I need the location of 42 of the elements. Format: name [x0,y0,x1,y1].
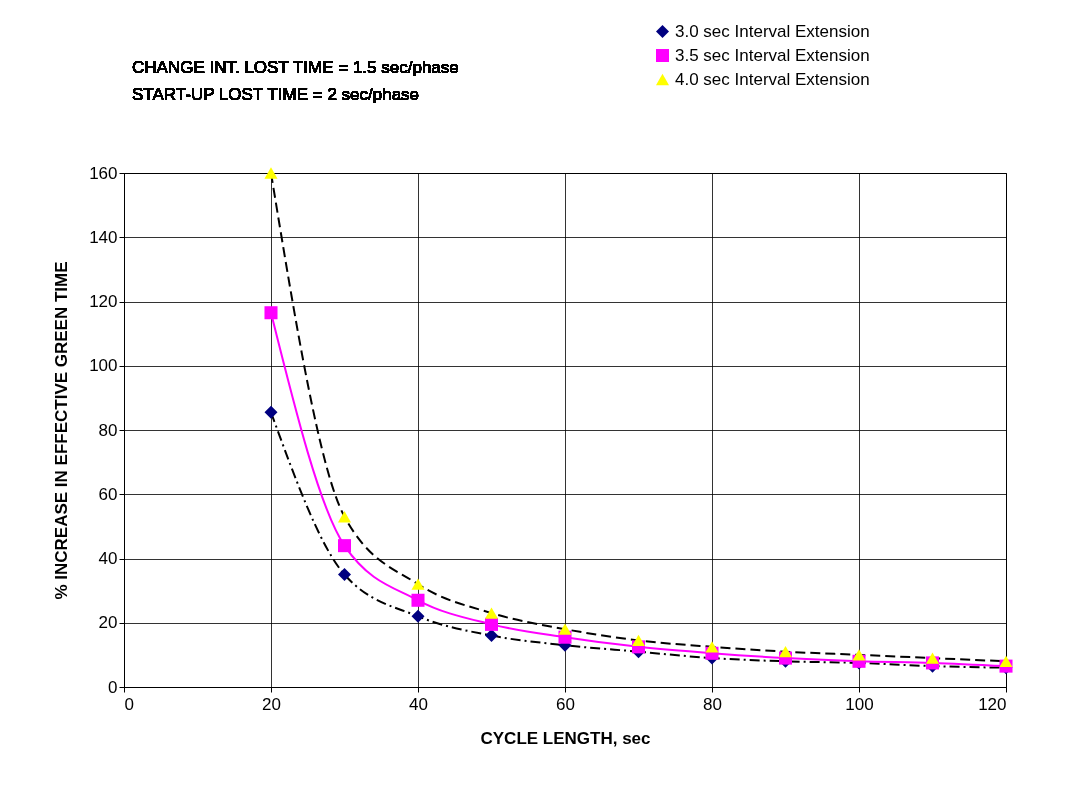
legend-label: 3.0 sec Interval Extension [675,21,870,41]
point [999,655,1013,667]
x-tick-label: 60 [556,694,575,714]
point [705,641,719,653]
legend-label: 3.5 sec Interval Extension [675,45,870,65]
text: START-UP LOST TIME = 2 sec/phase [132,85,420,104]
point [411,609,425,623]
point [264,405,278,419]
y-tick-label: 40 [98,549,118,568]
point [337,539,352,553]
text: CHANGE INT. LOST TIME = 1.5 sec/phase [132,58,459,77]
x-tick-label: 120 [978,694,1007,714]
x-tick-label: 100 [845,694,874,714]
point [484,629,499,643]
point [631,634,646,647]
x-axis-title: CYCLE LENGTH, sec [480,728,651,748]
x-tick-label: 20 [262,694,281,714]
point [264,306,278,320]
y-tick-label: 100 [89,356,118,376]
y-tick-label: 80 [98,420,118,440]
legend-label: 4.0 sec Interval Extension [675,69,870,89]
point [411,593,425,607]
y-tick-label: 0 [108,677,118,697]
y-tick-label: 20 [98,613,118,633]
point [264,167,278,179]
point [925,652,940,664]
y-axis-title: % INCREASE IN EFFECTIVE GREEN TIME [52,261,72,600]
y-tick-label: 60 [98,484,118,504]
point [337,568,352,582]
point [778,646,793,658]
point [484,617,499,631]
point [411,578,425,590]
y-tick-label: 160 [89,163,118,183]
point [337,511,352,523]
x-tick-label: 40 [409,694,428,714]
point [852,649,866,661]
x-tick-label: 80 [703,694,722,714]
point [484,607,499,619]
y-tick-label: 120 [89,292,118,311]
y-tick-label: 140 [89,227,118,247]
x-tick-label: 0 [124,694,134,714]
point [558,623,572,635]
